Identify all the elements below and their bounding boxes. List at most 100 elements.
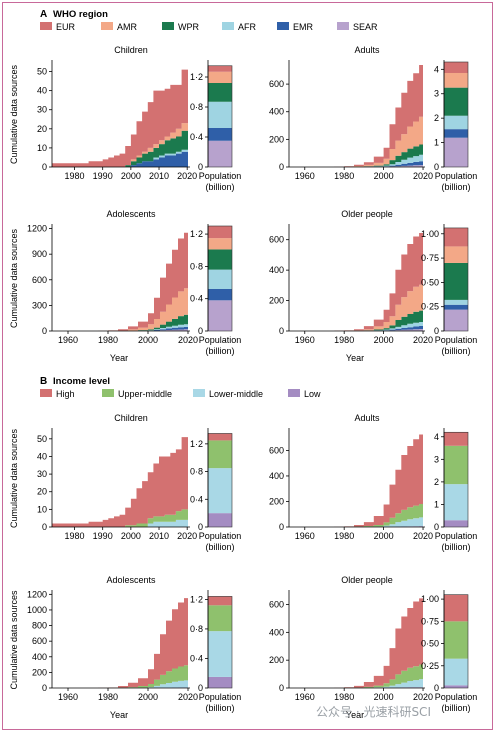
legend-label: AMR: [117, 22, 138, 32]
population-segment-afr: [444, 115, 468, 130]
area-series-high: [52, 598, 188, 688]
y-axis-label: Cumulative data sources: [9, 228, 19, 328]
population-tick-label: 1·2: [190, 229, 203, 239]
y-tick-label: 0: [42, 162, 47, 172]
y-axis-label: Cumulative data sources: [9, 64, 19, 164]
x-axis-label: Year: [346, 353, 364, 363]
population-tick-label: 1: [434, 499, 439, 509]
y-tick-label: 400: [32, 652, 47, 662]
population-tick-label: 0·4: [190, 294, 203, 304]
x-tick-label: 1980: [98, 692, 118, 702]
population-segment-upper-middle: [208, 440, 232, 469]
y-tick-label: 300: [32, 300, 47, 310]
y-tick-label: 200: [32, 667, 47, 677]
area-series-high: [289, 434, 423, 527]
population-tick-label: 0·4: [190, 494, 203, 504]
x-tick-label: 2000: [374, 531, 394, 541]
section-title: WHO region: [53, 9, 108, 20]
x-tick-label: 1980: [334, 171, 354, 181]
x-tick-label: 1960: [295, 335, 315, 345]
area-series-eur: [52, 232, 188, 331]
legend-swatch: [277, 22, 289, 30]
y-tick-label: 10: [37, 143, 47, 153]
x-tick-label: 2000: [138, 692, 158, 702]
population-segment-lower-middle: [444, 484, 468, 521]
population-tick-label: 0: [434, 326, 439, 336]
population-segment-high: [444, 594, 468, 622]
population-segment-eur: [444, 227, 468, 247]
y-tick-label: 30: [37, 105, 47, 115]
population-label: Population: [199, 692, 242, 702]
area-series-eur: [289, 233, 423, 331]
x-tick-label: 2020: [413, 692, 433, 702]
legend-label: WPR: [178, 22, 199, 32]
population-tick-label: 1·2: [190, 594, 203, 604]
population-segment-lower-middle: [208, 468, 232, 514]
population-segment-low: [444, 520, 468, 527]
legend-swatch: [101, 22, 113, 30]
x-tick-label: 1980: [98, 335, 118, 345]
x-axis-label: Year: [346, 710, 364, 720]
y-tick-label: 1000: [27, 605, 47, 615]
population-segment-lower-middle: [208, 631, 232, 677]
population-label: Population: [435, 171, 478, 181]
y-tick-label: 30: [37, 469, 47, 479]
population-segment-amr: [444, 72, 468, 88]
legend-swatch: [40, 389, 52, 397]
legend-label: SEAR: [353, 22, 378, 32]
y-tick-label: 20: [37, 487, 47, 497]
y-axis-label: Cumulative data sources: [9, 428, 19, 528]
x-tick-label: 2000: [374, 692, 394, 702]
area-series-eur: [52, 69, 188, 167]
x-tick-label: 1990: [93, 531, 113, 541]
panel-title: Adults: [354, 413, 380, 423]
x-tick-label: 1960: [295, 171, 315, 181]
x-tick-label: 2010: [149, 531, 169, 541]
population-segment-low: [208, 513, 232, 527]
area-series-high: [289, 598, 423, 688]
y-tick-label: 600: [269, 600, 284, 610]
y-tick-label: 20: [37, 124, 47, 134]
y-tick-label: 0: [42, 522, 47, 532]
y-tick-label: 1200: [27, 224, 47, 234]
legend-label: Upper-middle: [118, 389, 172, 399]
y-tick-label: 400: [269, 265, 284, 275]
population-label: Population: [199, 531, 242, 541]
population-label: Population: [435, 531, 478, 541]
y-tick-label: 200: [269, 655, 284, 665]
x-tick-label: 1980: [334, 692, 354, 702]
x-tick-label: 1980: [65, 531, 85, 541]
x-tick-label: 2020: [177, 531, 197, 541]
y-tick-label: 600: [269, 235, 284, 245]
section-title: Income level: [53, 376, 110, 387]
panel-title: Children: [114, 45, 148, 55]
x-tick-label: 2020: [177, 171, 197, 181]
population-tick-label: 0: [198, 522, 203, 532]
population-segment-emr: [444, 304, 468, 310]
population-label: Population: [199, 335, 242, 345]
population-segment-amr: [208, 238, 232, 250]
y-axis-label: Cumulative data sources: [9, 590, 19, 690]
x-tick-label: 1980: [65, 171, 85, 181]
population-segment-emr: [208, 289, 232, 301]
legend-label: AFR: [238, 22, 257, 32]
y-tick-label: 800: [32, 621, 47, 631]
legend-label: High: [56, 389, 75, 399]
x-axis-label: Year: [110, 353, 128, 363]
population-tick-label: 0: [434, 522, 439, 532]
section-letter: B: [40, 376, 47, 387]
legend-swatch: [162, 22, 174, 30]
area-series-emr: [52, 151, 188, 167]
population-segment-eur: [208, 65, 232, 72]
population-segment-afr: [208, 269, 232, 289]
y-tick-label: 400: [269, 471, 284, 481]
population-segment-eur: [208, 226, 232, 239]
population-tick-label: 0·75: [421, 616, 439, 626]
population-unit-label: (billion): [441, 542, 470, 552]
y-tick-label: 600: [32, 636, 47, 646]
population-tick-label: 1·2: [190, 439, 203, 449]
population-segment-low: [208, 676, 232, 688]
area-series-high: [52, 437, 188, 527]
population-tick-label: 0·25: [421, 302, 439, 312]
